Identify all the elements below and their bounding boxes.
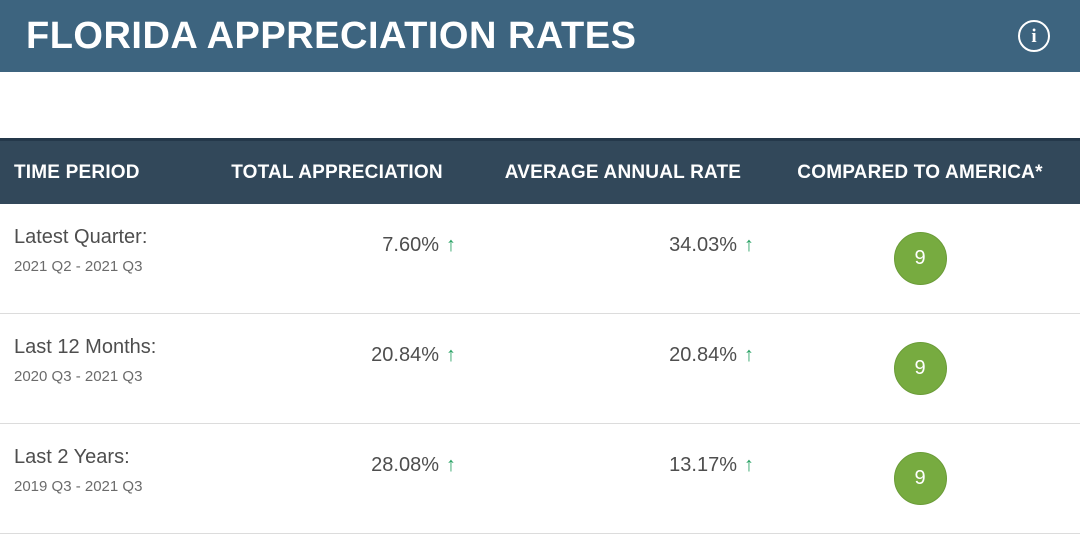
info-button[interactable]: i — [1018, 20, 1050, 52]
table-row: Latest Quarter: 2021 Q2 - 2021 Q3 7.60% ↑… — [0, 204, 1080, 314]
time-period-cell: Latest Quarter: 2021 Q2 - 2021 Q3 — [0, 204, 212, 313]
column-header-time-period: TIME PERIOD — [14, 161, 140, 183]
total-appreciation-cell: 20.84% ↑ — [212, 314, 462, 423]
total-appreciation-cell: 7.60% ↑ — [212, 204, 462, 313]
period-range: 2021 Q2 - 2021 Q3 — [14, 258, 143, 275]
average-annual-rate-value: 13.17% — [669, 454, 737, 476]
average-annual-rate-cell: 34.03% ↑ — [462, 204, 784, 313]
info-icon: i — [1031, 25, 1037, 47]
period-label: Last 12 Months: — [14, 336, 157, 358]
table-row: Last 2 Years: 2019 Q3 - 2021 Q3 28.08% ↑ … — [0, 424, 1080, 534]
compared-to-america-badge: 9 — [893, 342, 947, 395]
up-arrow-icon: ↑ — [744, 344, 754, 366]
table-row: Last 12 Months: 2020 Q3 - 2021 Q3 20.84%… — [0, 314, 1080, 424]
total-appreciation-value: 20.84% — [371, 344, 439, 366]
widget-header: FLORIDA APPRECIATION RATES i — [0, 0, 1080, 72]
compared-to-america-cell: 9 — [784, 314, 1080, 423]
appreciation-table: TIME PERIOD TOTAL APPRECIATION AVERAGE A… — [0, 138, 1080, 534]
average-annual-rate-cell: 13.17% ↑ — [462, 424, 784, 533]
column-header-compared-to-america: COMPARED TO AMERICA* — [797, 161, 1043, 183]
period-range: 2020 Q3 - 2021 Q3 — [14, 368, 143, 385]
up-arrow-icon: ↑ — [744, 234, 754, 256]
total-appreciation-cell: 28.08% ↑ — [212, 424, 462, 533]
time-period-cell: Last 2 Years: 2019 Q3 - 2021 Q3 — [0, 424, 212, 533]
up-arrow-icon: ↑ — [446, 234, 456, 256]
column-header-average-annual-rate: AVERAGE ANNUAL RATE — [504, 161, 742, 183]
compared-to-america-badge: 9 — [893, 452, 947, 505]
average-annual-rate-cell: 20.84% ↑ — [462, 314, 784, 423]
average-annual-rate-value: 20.84% — [669, 344, 737, 366]
time-period-cell: Last 12 Months: 2020 Q3 - 2021 Q3 — [0, 314, 212, 423]
period-label: Last 2 Years: — [14, 446, 130, 468]
compared-to-america-badge: 9 — [893, 232, 947, 285]
compared-to-america-cell: 9 — [784, 424, 1080, 533]
compared-to-america-cell: 9 — [784, 204, 1080, 313]
period-label: Latest Quarter: — [14, 226, 148, 248]
column-header-total-appreciation: TOTAL APPRECIATION — [231, 161, 443, 183]
up-arrow-icon: ↑ — [744, 454, 754, 476]
period-range: 2019 Q3 - 2021 Q3 — [14, 478, 143, 495]
average-annual-rate-value: 34.03% — [669, 234, 737, 256]
up-arrow-icon: ↑ — [446, 454, 456, 476]
page-title: FLORIDA APPRECIATION RATES — [26, 14, 637, 57]
up-arrow-icon: ↑ — [446, 344, 456, 366]
table-header-row: TIME PERIOD TOTAL APPRECIATION AVERAGE A… — [0, 138, 1080, 204]
total-appreciation-value: 7.60% — [382, 234, 439, 256]
total-appreciation-value: 28.08% — [371, 454, 439, 476]
